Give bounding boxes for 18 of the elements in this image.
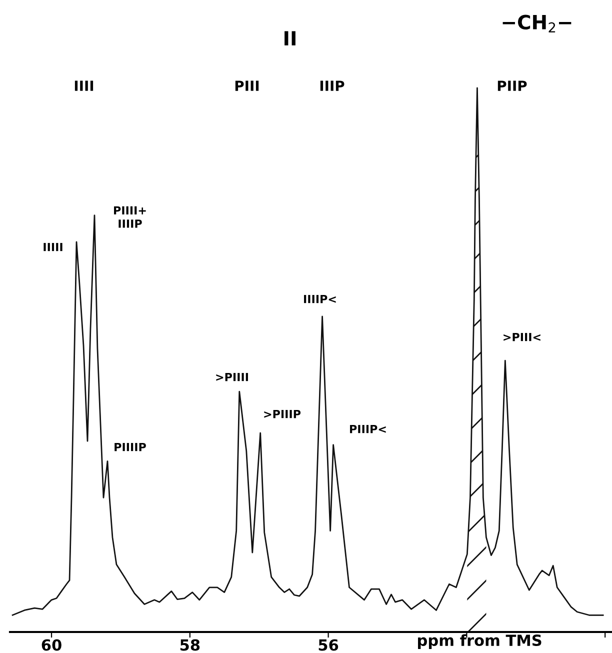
annotation: >PIIIP: [264, 410, 301, 418]
annotation: PIII: [235, 80, 259, 91]
annotation: PIIIIP: [114, 442, 146, 452]
x-tick-label: 60: [42, 639, 62, 651]
x-tick-label: 58: [180, 639, 200, 651]
text: II: [284, 31, 296, 46]
annotation: IIII: [74, 80, 94, 91]
annotation: >PIII<: [504, 332, 540, 342]
x-tick-label: 56: [318, 639, 338, 651]
annotation: >PIIII: [216, 372, 248, 382]
annotation: PIIIP<: [350, 424, 386, 434]
annotation: PIIP: [498, 80, 527, 91]
annotation: IIIIP<: [304, 294, 336, 304]
text: −CH$_{2}$−: [502, 14, 572, 32]
annotation: IIIP: [320, 80, 344, 91]
annotation: IIIII: [44, 242, 62, 252]
x-axis-title: ppm from TMS: [418, 634, 542, 650]
annotation: PIIII+ IIIIP: [114, 206, 146, 228]
